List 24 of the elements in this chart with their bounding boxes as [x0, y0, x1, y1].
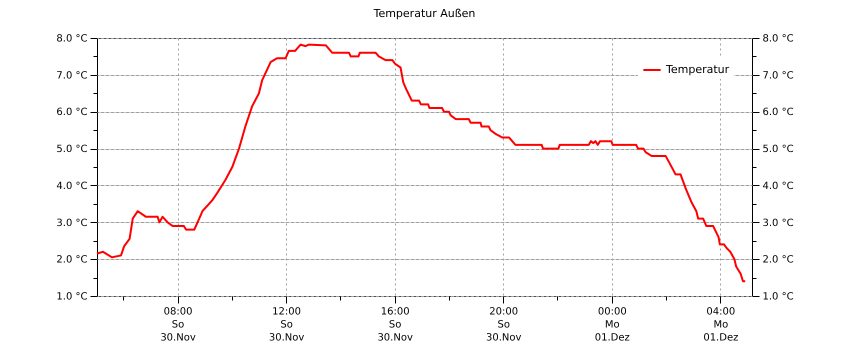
y2-tick-label: 1.0 °C — [762, 292, 794, 302]
y2-tick-label: 4.0 °C — [762, 180, 794, 192]
y2-tick-label: 7.0 °C — [762, 70, 794, 82]
y-tick-label: 8.0 °C — [56, 34, 88, 44]
y2-tick-label: 5.0 °C — [762, 144, 794, 156]
y-tick-label: 1.0 °C — [56, 292, 88, 302]
y-tick-label: 6.0 °C — [56, 107, 88, 118]
legend-label: Temperatur — [665, 63, 730, 76]
chart-title: Temperatur Außen — [372, 7, 476, 20]
y2-tick-label: 8.0 °C — [762, 34, 794, 44]
x-tick-label: 08:00 So 30.Nov — [160, 306, 196, 344]
y-tick-label: 5.0 °C — [56, 144, 88, 156]
x-tick-label: 12:00 So 30.Nov — [268, 306, 304, 344]
y2-tick-label: 3.0 °C — [762, 218, 794, 229]
y-tick-label: 7.0 °C — [56, 70, 88, 82]
x-tick-label: 16:00 So 30.Nov — [377, 306, 413, 344]
x-tick-label: 20:00 So 30.Nov — [486, 306, 522, 344]
y2-tick-label: 2.0 °C — [762, 254, 794, 266]
y-tick-label: 3.0 °C — [56, 218, 88, 229]
x-tick-label: 04:00 Mo 01.Dez — [703, 306, 738, 344]
y-tick-label: 4.0 °C — [56, 180, 88, 192]
y2-tick-label: 6.0 °C — [762, 107, 794, 118]
y-tick-label: 2.0 °C — [56, 254, 88, 266]
x-tick-label: 00:00 Mo 01.Dez — [594, 306, 630, 344]
